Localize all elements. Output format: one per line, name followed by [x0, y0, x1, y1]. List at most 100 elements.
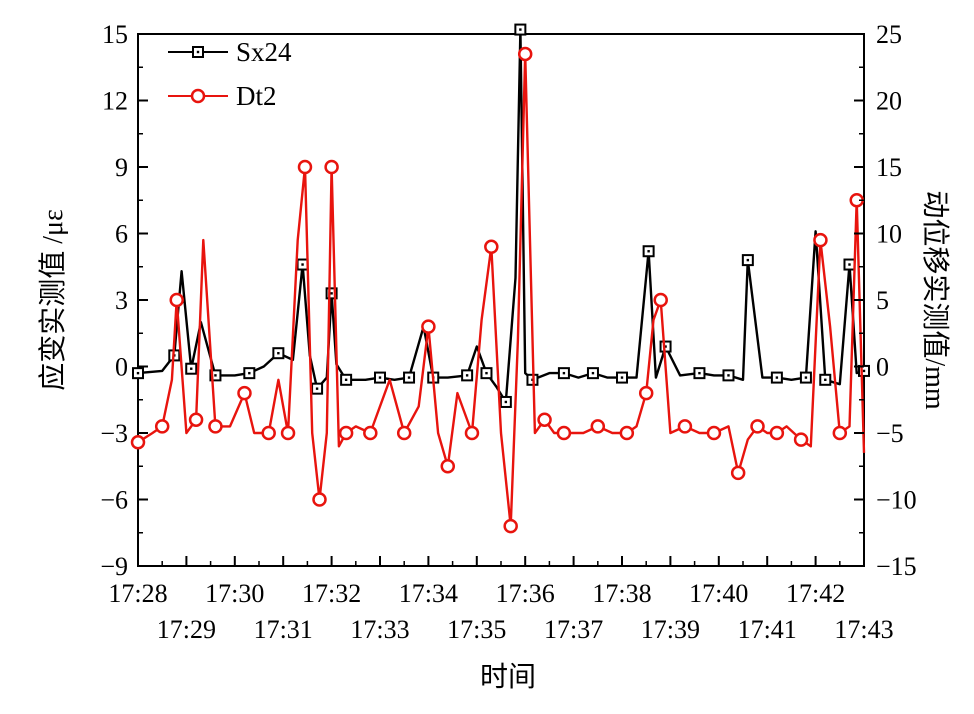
point-dt2 — [169, 292, 184, 308]
x-tick-label: 17:40 — [689, 579, 748, 608]
x-tick-label: 17:34 — [399, 579, 458, 608]
point-dt2 — [517, 46, 533, 62]
point-dot-sx24 — [698, 371, 701, 375]
point-dt2 — [188, 412, 204, 427]
y-left-tick-label: −6 — [100, 486, 128, 515]
point-dot-sx24 — [330, 292, 333, 295]
point-dot-sx24 — [407, 376, 411, 379]
point-dot-sx24 — [190, 367, 193, 370]
point-dt2 — [261, 425, 276, 441]
point-dt2 — [297, 159, 313, 175]
plot-area — [130, 23, 870, 567]
x-tick-label: 17:33 — [350, 615, 409, 644]
y-axis-left-title: 应变实测值 /με — [37, 209, 69, 391]
x-tick-label: 17:32 — [302, 579, 361, 608]
y-left-tick-label: 9 — [115, 153, 128, 182]
y-axis-right: −15 −10 −5 0 5 10 15 20 25 — [854, 20, 917, 581]
point-dt2 — [324, 159, 339, 175]
point-dot-sx24 — [620, 376, 624, 379]
point-dt2 — [312, 492, 327, 507]
point-dt2 — [706, 425, 722, 441]
y-right-tick-label: 15 — [876, 153, 902, 182]
legend-marker-dt2 — [190, 88, 206, 104]
series-line-dt2 — [137, 52, 866, 528]
legend-item-dt2: Dt2 — [168, 81, 277, 111]
point-dot-sx24 — [315, 387, 319, 390]
point-dt2 — [677, 419, 693, 434]
x-tick-label: 17:38 — [592, 579, 651, 608]
point-dot-sx24 — [504, 400, 508, 404]
x-axis: 17:28 17:30 17:32 17:34 17:36 17:38 17:40 17:42… — [108, 556, 894, 644]
x-tick-label: 17:29 — [157, 615, 216, 644]
point-dt2 — [503, 518, 518, 534]
point-dot-sx24 — [136, 371, 140, 375]
y-left-tick-label: 0 — [115, 353, 128, 382]
point-dot-sx24 — [591, 371, 595, 375]
x-tick-label: 17:30 — [205, 579, 264, 608]
y-right-tick-label: −5 — [876, 419, 904, 448]
point-dt2 — [421, 319, 436, 334]
x-tick-label: 17:28 — [108, 579, 167, 608]
y-left-tick-label: 12 — [102, 87, 128, 116]
point-dt2 — [750, 419, 765, 434]
point-dot-sx24 — [824, 378, 827, 381]
point-dt2 — [484, 239, 499, 255]
point-dt2 — [363, 425, 378, 441]
y-right-tick-label: −15 — [876, 552, 917, 581]
series-layer — [130, 23, 870, 534]
point-dot-sx24 — [519, 28, 522, 31]
legend-label-dt2: Dt2 — [236, 81, 277, 111]
y-left-tick-label: 6 — [115, 220, 128, 249]
y-left-tick-label: −3 — [100, 419, 128, 448]
legend-marker-dot-sx24 — [196, 50, 200, 54]
point-dot-sx24 — [862, 369, 866, 373]
point-dt2 — [338, 425, 354, 441]
y-axis-right-title: 动位移实测值/mm — [919, 190, 951, 410]
point-dot-sx24 — [746, 258, 750, 262]
point-dt2 — [638, 385, 654, 401]
point-dot-sx24 — [775, 376, 779, 379]
point-dot-sx24 — [214, 374, 217, 377]
point-dt2 — [237, 385, 252, 401]
x-tick-label: 17:31 — [254, 615, 313, 644]
point-dot-sx24 — [727, 374, 730, 377]
point-dt2 — [832, 425, 848, 441]
point-dot-sx24 — [378, 376, 382, 379]
point-dt2 — [769, 425, 785, 441]
point-dt2 — [130, 435, 146, 450]
point-dot-sx24 — [301, 263, 304, 266]
point-dot-sx24 — [804, 376, 808, 379]
x-tick-label: 17:41 — [738, 615, 797, 644]
point-dt2 — [793, 432, 809, 447]
point-dt2 — [464, 425, 480, 441]
point-dt2 — [730, 465, 746, 481]
point-dot-sx24 — [562, 371, 566, 375]
point-dot-sx24 — [848, 263, 851, 266]
x-tick-label: 17:42 — [786, 579, 845, 608]
y-right-tick-label: 20 — [876, 87, 902, 116]
y-axis-left: −9 −6 −3 0 3 6 9 12 15 — [100, 20, 148, 581]
y-left-tick-label: 3 — [115, 286, 128, 315]
point-dt2 — [590, 419, 606, 434]
legend: Sx24 Dt2 — [168, 37, 292, 111]
point-dt2 — [208, 419, 223, 434]
y-right-tick-label: −10 — [876, 486, 917, 515]
point-dt2 — [154, 419, 170, 434]
point-dot-sx24 — [277, 352, 280, 355]
point-dt2 — [280, 425, 296, 441]
point-dt2 — [440, 459, 456, 474]
x-tick-label: 17:35 — [447, 615, 506, 644]
point-dt2 — [813, 232, 828, 248]
point-dot-sx24 — [344, 378, 348, 381]
point-dot-sx24 — [485, 371, 488, 375]
legend-label-sx24: Sx24 — [236, 37, 292, 67]
x-tick-label: 17:39 — [641, 615, 700, 644]
point-dot-sx24 — [465, 374, 469, 377]
point-dot-sx24 — [647, 250, 650, 253]
x-tick-label: 17:37 — [544, 615, 603, 644]
x-axis-title: 时间 — [480, 661, 536, 693]
y-left-tick-label: 15 — [102, 20, 128, 49]
point-dt2 — [556, 425, 572, 441]
point-dt2 — [653, 292, 668, 308]
